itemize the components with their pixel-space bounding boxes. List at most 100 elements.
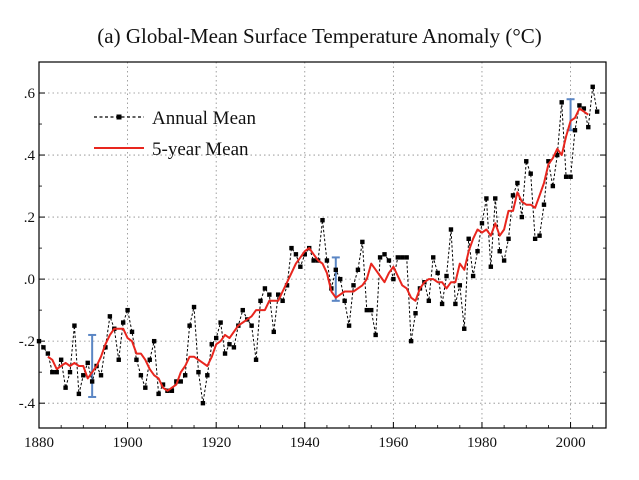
annual-mean-point — [506, 236, 511, 241]
annual-mean-point — [590, 84, 595, 90]
annual-mean-point — [413, 311, 418, 316]
annual-mean-point — [346, 323, 352, 328]
annual-mean-point — [98, 373, 104, 378]
annual-mean-point — [267, 292, 272, 297]
annual-mean-point — [435, 270, 440, 276]
annual-mean-point — [116, 357, 121, 362]
y-tick-label: .4 — [24, 148, 36, 164]
five-year-mean-series — [47, 107, 589, 392]
legend-item-annual-mean: Annual Mean — [94, 108, 256, 129]
annual-mean-point — [129, 329, 135, 335]
annual-mean-point — [466, 236, 471, 241]
annual-mean-point — [546, 159, 551, 164]
annual-mean-point — [475, 249, 480, 254]
y-tick-label: -.2 — [19, 334, 35, 350]
annual-mean-point — [484, 196, 489, 201]
annual-mean-point — [289, 245, 294, 251]
annual-mean-point — [222, 351, 228, 356]
annual-mean-point — [364, 307, 369, 313]
annual-mean-point — [151, 338, 157, 344]
annual-mean-point — [54, 369, 59, 375]
annual-mean-point — [572, 128, 578, 133]
annual-mean-point — [103, 345, 108, 350]
annual-mean-point — [280, 298, 285, 304]
annual-mean-point — [58, 357, 64, 362]
annual-mean-point — [577, 103, 582, 108]
annual-mean-point — [555, 152, 560, 158]
annual-mean-point — [448, 227, 454, 232]
annual-mean-point — [231, 345, 237, 350]
annual-mean-point — [581, 106, 587, 111]
annual-mean-point — [276, 292, 281, 297]
y-tick-label: .6 — [24, 86, 36, 102]
annual-mean-point — [125, 307, 130, 313]
annual-mean-point — [524, 159, 529, 164]
annual-mean-point — [187, 323, 192, 328]
annual-mean-point — [351, 283, 356, 288]
annual-mean-point — [89, 379, 95, 384]
error-bars — [88, 98, 575, 398]
annual-mean-point — [537, 233, 542, 238]
x-tick-label: 1940 — [290, 435, 320, 451]
y-tick-label: .0 — [24, 272, 35, 288]
annual-mean-point — [479, 221, 485, 226]
annual-mean-point — [81, 373, 86, 378]
annual-mean-point — [386, 258, 392, 263]
annual-mean-point — [284, 283, 290, 288]
annual-mean-point — [594, 109, 600, 114]
annual-mean-point — [559, 100, 564, 105]
y-tick-label: -.4 — [19, 396, 36, 412]
annual-mean-point — [209, 342, 214, 347]
annual-mean-point — [515, 180, 520, 186]
annual-mean-point — [426, 298, 432, 304]
annual-mean-point — [205, 373, 210, 378]
annual-mean-point — [41, 345, 46, 350]
x-tick-label: 2000 — [556, 435, 586, 451]
annual-mean-point — [63, 385, 68, 390]
legend-annual-marker — [116, 114, 122, 120]
annual-mean-point — [249, 323, 254, 328]
plot-frame — [38, 61, 607, 429]
annual-mean-point — [72, 323, 77, 328]
annual-mean-point — [333, 267, 338, 273]
annual-mean-point — [373, 332, 378, 338]
annual-mean-point — [174, 379, 179, 384]
annual-mean-point — [76, 391, 82, 397]
annual-mean-point — [497, 249, 502, 254]
annual-mean-point — [156, 391, 161, 397]
legend-five-year-label: 5-year Mean — [152, 139, 249, 160]
annual-mean-point — [271, 329, 276, 335]
annual-mean-point — [457, 283, 463, 288]
annual-mean-point — [262, 286, 268, 291]
annual-mean-point — [342, 298, 347, 304]
annual-mean-point — [568, 174, 573, 179]
annual-mean-point — [50, 369, 55, 375]
annual-mean-point — [196, 369, 201, 375]
annual-mean-point — [488, 264, 494, 269]
annual-mean-point — [160, 382, 166, 387]
annual-mean-point — [519, 214, 525, 220]
annual-mean-point — [444, 273, 449, 279]
annual-mean-point — [462, 326, 467, 331]
x-tick-label: 1880 — [24, 435, 54, 451]
annual-mean-point — [182, 373, 188, 378]
annual-mean-point — [227, 342, 232, 347]
annual-mean-point — [107, 314, 113, 319]
annual-mean-point — [360, 239, 365, 245]
annual-mean-point — [138, 373, 144, 378]
annual-mean-point — [369, 307, 374, 313]
annual-mean-point — [213, 335, 219, 341]
annual-mean-series — [36, 84, 600, 406]
annual-mean-point — [563, 174, 569, 179]
annual-mean-point — [431, 255, 436, 260]
annual-mean-point — [134, 357, 139, 362]
annual-mean-point — [501, 258, 507, 263]
annual-mean-point — [218, 320, 223, 325]
annual-mean-point — [191, 304, 197, 310]
annual-mean-point — [147, 357, 152, 362]
annual-mean-point — [45, 351, 51, 356]
x-tick-label: 1960 — [378, 435, 408, 451]
annual-mean-point — [293, 252, 299, 257]
x-tick-label: 1980 — [467, 435, 497, 451]
annual-mean-point — [253, 357, 259, 362]
